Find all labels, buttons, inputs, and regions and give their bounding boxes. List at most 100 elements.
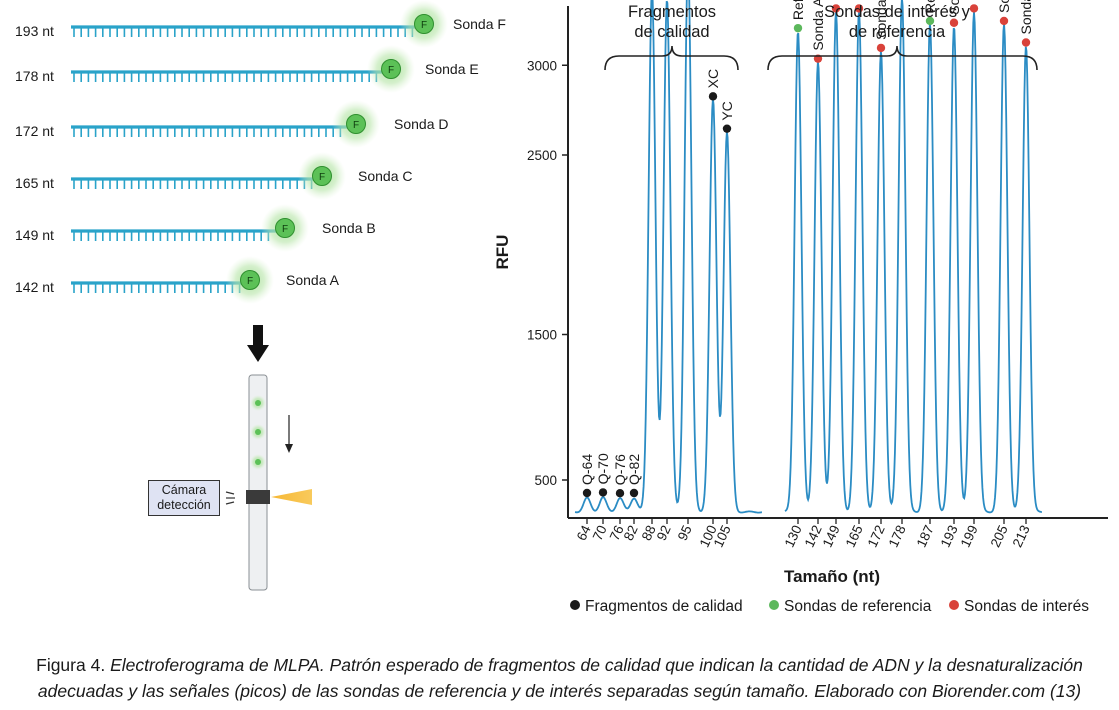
- probe-length-label: 149 nt: [15, 227, 54, 243]
- probe-name-label: Sonda A: [286, 272, 340, 288]
- detection-window: [246, 490, 270, 504]
- group-brace: [767, 45, 1038, 71]
- mlpa-figure: 193 nt F Sonda F 178 nt F Sonda E 172 nt F Sonda…: [15, 0, 1108, 615]
- probe-name-label: Sonda E: [425, 61, 479, 77]
- camera-label-line2: detección: [157, 498, 211, 512]
- x-tick-label: 199: [958, 523, 981, 550]
- laser-beam-icon: [271, 489, 312, 505]
- caption-text: Electroferograma de MLPA. Patrón esperad…: [37, 655, 1083, 701]
- probe-length-label: 193 nt: [15, 23, 54, 39]
- x-tick-label: 92: [654, 523, 674, 543]
- x-tick-label: 130: [782, 523, 805, 550]
- fluorophore-tag-label: F: [319, 172, 325, 183]
- peak-marker: [1021, 38, 1031, 47]
- group-label-line1: Fragmentos: [628, 3, 716, 21]
- x-tick-label: 213: [1010, 523, 1033, 550]
- legend-marker: [570, 600, 580, 610]
- y-tick-label: 2500: [527, 148, 557, 163]
- peak-label: Q-70: [595, 453, 611, 484]
- x-tick-label: 172: [865, 523, 888, 550]
- group-brace: [604, 45, 739, 71]
- peak-marker: [598, 488, 608, 497]
- fluorophore-tag-label: F: [388, 65, 394, 76]
- group-label-line2: de referencia: [849, 23, 946, 41]
- fluorescent-fragment-icon: [255, 459, 261, 465]
- probe-name-label: Sonda B: [322, 220, 376, 236]
- x-tick-label: 193: [938, 523, 961, 550]
- group-label-line1: Sondas de interés y: [824, 3, 971, 21]
- signal-dashes-icon: [225, 491, 235, 505]
- fluorophore-tag-label: F: [282, 224, 288, 235]
- probe-row: 193 nt F Sonda F: [15, 0, 506, 48]
- trace-quality-section: [574, 0, 763, 514]
- fluorophore-icon: [414, 14, 434, 34]
- legend-label: Sondas de referencia: [784, 598, 932, 615]
- x-tick-label: 187: [914, 523, 937, 550]
- fluorophore-icon: [312, 166, 332, 186]
- probe-row: 172 nt F Sonda D: [15, 100, 448, 148]
- peak-marker: [999, 16, 1009, 26]
- probe-name-label: Sonda D: [394, 116, 448, 132]
- peak-marker: [925, 16, 935, 26]
- peak-label: XC: [705, 69, 721, 88]
- peak-label: Sonda F: [946, 0, 962, 15]
- peak-marker: [582, 488, 592, 498]
- figure-caption: Figura 4. Electroferograma de MLPA. Patr…: [0, 652, 1119, 704]
- peak-label: Sonda A: [810, 0, 826, 51]
- peak-label: Sonda D: [873, 0, 889, 40]
- peak-marker: [722, 124, 732, 133]
- fluorophore-tag-label: F: [421, 20, 427, 31]
- x-tick-label: 82: [621, 523, 641, 543]
- probe-length-label: 165 nt: [15, 175, 54, 191]
- peak-label: Referencia*: [790, 0, 806, 20]
- y-tick-label: 3000: [527, 58, 557, 73]
- x-tick-label: 95: [675, 523, 695, 543]
- fluorophore-icon: [275, 218, 295, 238]
- peak-label: Sonda H: [996, 0, 1012, 13]
- probe-diagram: 193 nt F Sonda F 178 nt F Sonda E 172 nt F Sonda…: [15, 0, 506, 304]
- peak-marker: [949, 18, 959, 27]
- peak-marker: [793, 23, 803, 33]
- probe-length-label: 178 nt: [15, 68, 54, 84]
- x-tick-label: 76: [607, 523, 627, 543]
- fluorophore-tag-label: F: [247, 276, 253, 287]
- x-tick-label: 88: [639, 523, 659, 543]
- detection-camera: Cámara detección: [148, 480, 220, 516]
- down-arrow-icon: [247, 325, 269, 362]
- caption-prefix: Figura 4.: [36, 655, 106, 675]
- probe-row: 149 nt F Sonda B: [15, 204, 376, 252]
- probe-name-label: Sonda F: [453, 16, 506, 32]
- fluorescent-fragment-icon: [255, 400, 261, 406]
- camera-label-line1: Cámara: [161, 483, 207, 497]
- legend-label: Fragmentos de calidad: [585, 598, 743, 615]
- fluorophore-icon: [346, 114, 366, 134]
- probe-row: 142 nt F Sonda A: [15, 256, 340, 304]
- fluorophore-icon: [240, 270, 260, 290]
- peak-label: YC: [719, 101, 735, 120]
- peak-label: Referencia*: [922, 0, 938, 13]
- peak-marker: [708, 92, 718, 101]
- x-tick-label: 142: [802, 523, 825, 550]
- peak-label: Q-76: [612, 454, 628, 485]
- x-tick-label: 165: [843, 523, 866, 550]
- peak-marker: [876, 43, 886, 53]
- y-tick-label: 1500: [527, 328, 557, 343]
- probe-length-label: 172 nt: [15, 123, 54, 139]
- fluorescent-fragment-icon: [255, 429, 261, 435]
- peak-label: Sonda I: [1018, 0, 1034, 35]
- probe-row: 165 nt F Sonda C: [15, 152, 412, 200]
- capillary-tube: [246, 374, 270, 591]
- x-tick-label: 205: [988, 523, 1011, 550]
- electropherogram-chart: 50015002500300035004000RFUQ-6464Q-7070Q-…: [493, 0, 1108, 615]
- fluorophore-tag-label: F: [353, 120, 359, 131]
- group-label-line2: de calidad: [634, 23, 709, 41]
- legend-marker: [769, 600, 779, 610]
- y-tick-label: 500: [534, 473, 557, 488]
- y-axis-title: RFU: [493, 235, 512, 270]
- probe-length-label: 142 nt: [15, 279, 54, 295]
- fluorophore-icon: [381, 59, 401, 79]
- peak-label: Q-82: [626, 454, 642, 485]
- probe-row: 178 nt F Sonda E: [15, 45, 479, 93]
- x-tick-label: 149: [820, 523, 843, 550]
- x-axis-title: Tamaño (nt): [784, 567, 880, 586]
